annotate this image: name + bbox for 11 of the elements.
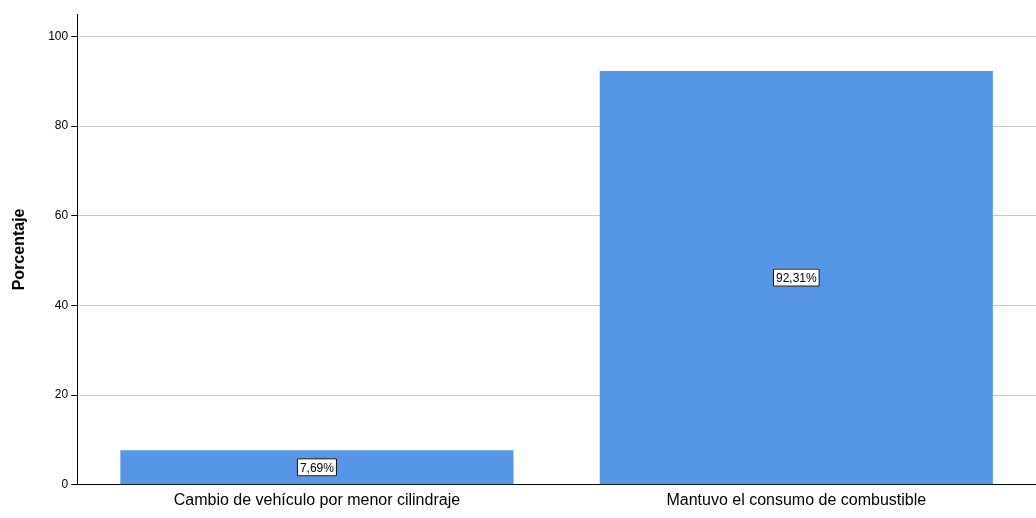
y-tick-label: 0 bbox=[61, 477, 69, 492]
y-tick-label: 20 bbox=[54, 387, 69, 402]
x-tick-label: Mantuvo el consumo de combustible bbox=[666, 490, 927, 508]
y-axis-title: Porcentaje bbox=[10, 208, 28, 291]
y-tick-label: 40 bbox=[54, 297, 69, 312]
y-tick-label: 60 bbox=[54, 208, 69, 223]
y-tick-label: 80 bbox=[54, 118, 69, 133]
x-tick-label: Cambio de vehículo por menor cilindraje bbox=[173, 490, 461, 508]
y-tick-label: 100 bbox=[48, 28, 69, 43]
data-label: 92,31% bbox=[775, 270, 817, 285]
data-label: 7,69% bbox=[299, 460, 335, 475]
